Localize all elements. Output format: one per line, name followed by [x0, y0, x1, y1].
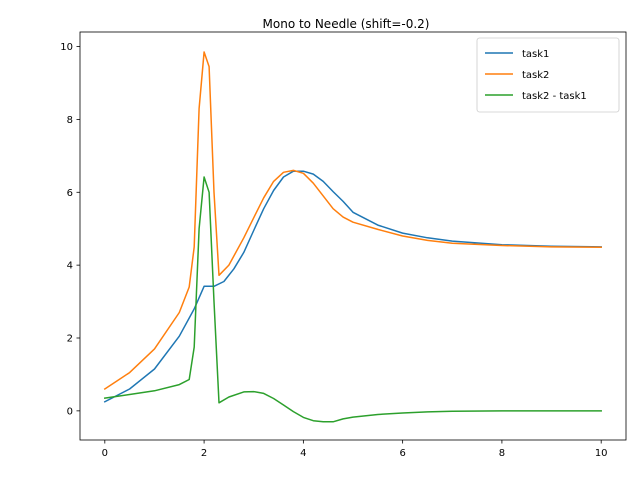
- x-tick-label: 0: [102, 448, 108, 459]
- y-tick-label: 6: [67, 188, 73, 199]
- legend-label-3: task2 - task1: [522, 91, 587, 102]
- legend-label-2: task2: [522, 70, 549, 81]
- x-tick-label: 8: [499, 448, 505, 459]
- series-line-3: [103, 176, 602, 423]
- x-tick-label: 2: [201, 448, 207, 459]
- legend-box: [476, 37, 620, 113]
- axes-layer: 0 2 4 6 8 10 0 2 4 6 8 10: [60, 31, 627, 459]
- legend-label-1: task1: [522, 49, 549, 60]
- y-tick-label: 4: [67, 261, 73, 272]
- legend: task1 task2 task2 - task1: [476, 37, 620, 113]
- series-layer: [103, 51, 602, 423]
- x-tick-label: 6: [399, 448, 405, 459]
- y-tick-label: 2: [67, 334, 73, 345]
- chart-title: Mono to Needle (shift=-0.2): [263, 17, 430, 31]
- x-tick-label: 4: [300, 448, 306, 459]
- y-tick-label: 10: [60, 42, 73, 53]
- series-line-1: [103, 170, 602, 403]
- series-line-2: [103, 51, 602, 391]
- x-tick-label: 10: [595, 448, 608, 459]
- plot-frame: [79, 31, 627, 441]
- y-tick-label: 0: [67, 406, 73, 417]
- y-tick-label: 8: [67, 115, 73, 126]
